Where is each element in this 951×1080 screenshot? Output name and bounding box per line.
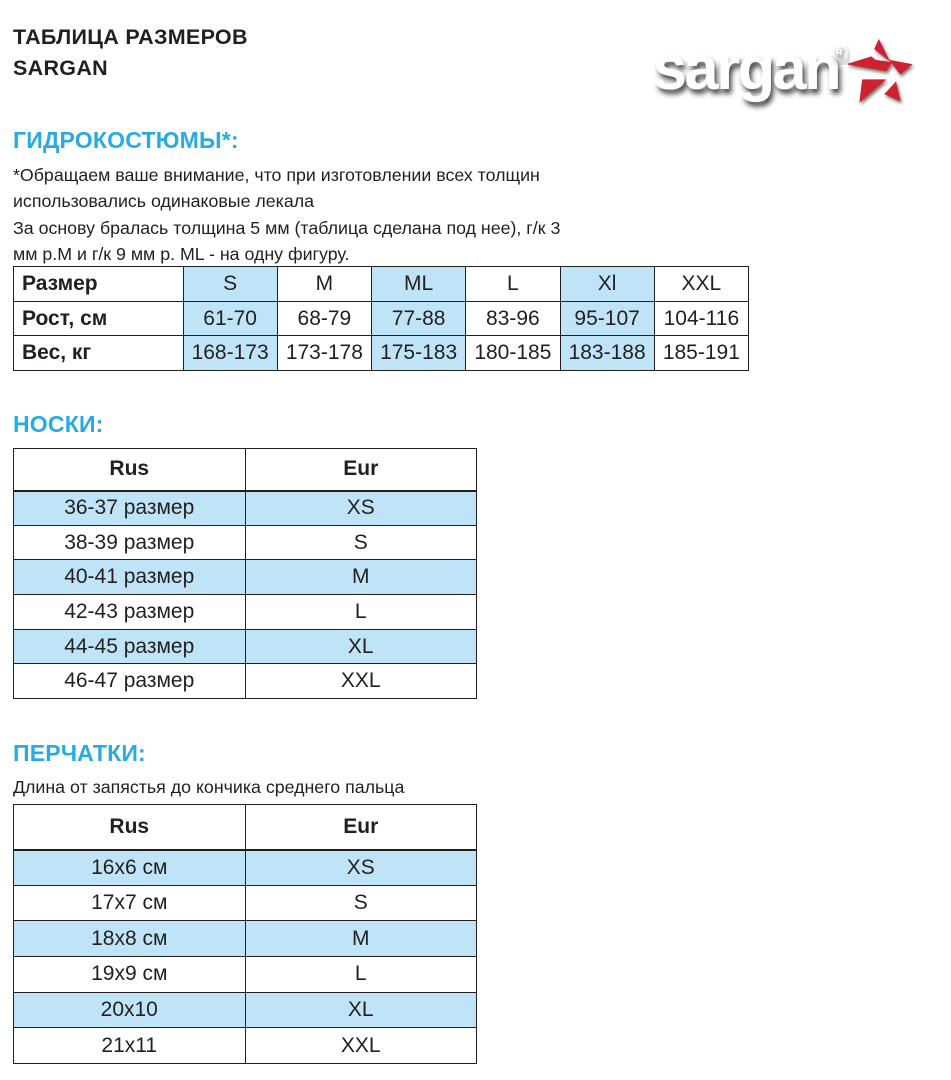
svg-text:sargan: sargan xyxy=(653,34,839,102)
svg-text:R: R xyxy=(836,47,843,57)
